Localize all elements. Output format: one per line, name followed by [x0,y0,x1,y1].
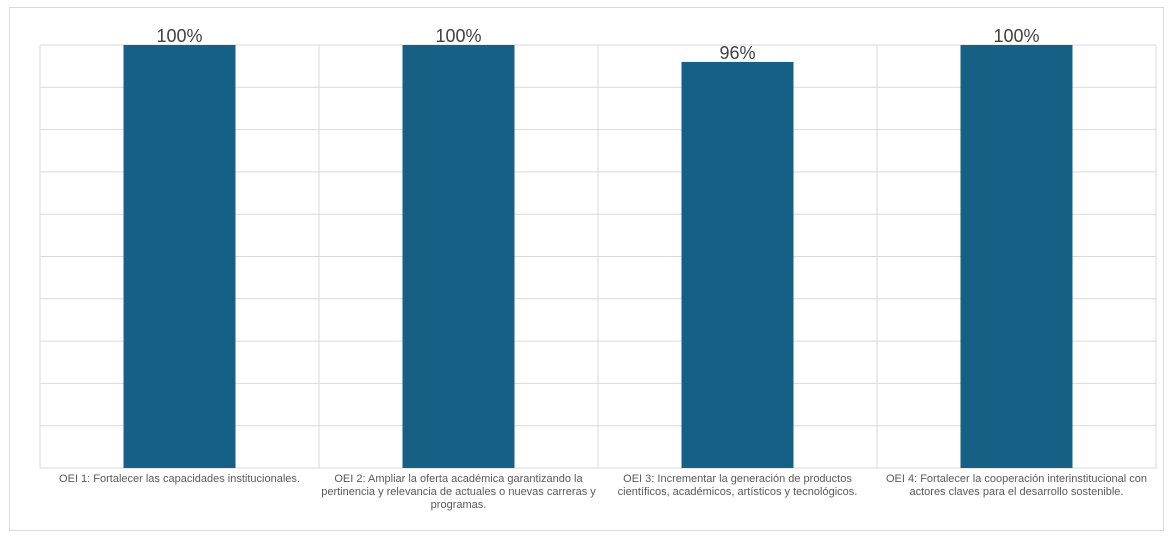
data-label-oei-1: 100% [156,26,202,46]
data-label-oei-4: 100% [993,26,1039,46]
bar-oei-1 [123,45,236,468]
category-label-oei-3: OEI 3: Incrementar la generación de prod… [617,473,858,498]
data-label-oei-2: 100% [435,26,481,46]
data-label-oei-3: 96% [719,43,755,63]
bars [123,45,1073,469]
category-label-oei-1: OEI 1: Fortalecer las capacidades instit… [59,473,300,485]
data-labels: 100% 100% 96% 100% [156,26,1039,63]
category-label-oei-4: OEI 4: Fortalecer la cooperación interin… [885,473,1148,498]
bar-oei-3 [681,61,794,469]
category-label-oei-2: OEI 2: Ampliar la oferta académica garan… [321,473,596,511]
bar-oei-2 [402,45,515,468]
bar-oei-4 [960,45,1073,468]
